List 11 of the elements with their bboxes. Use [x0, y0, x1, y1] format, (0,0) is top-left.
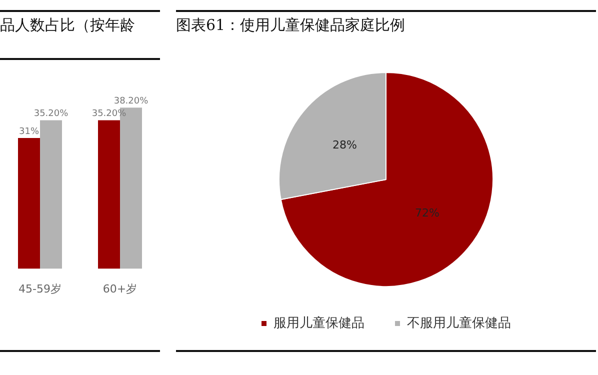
data-label: 31% — [18, 126, 40, 137]
legend-label: 服用儿童保健品 — [274, 314, 364, 331]
data-label: 28% — [332, 138, 358, 152]
legend-label: 不服用儿童保健品 — [407, 314, 511, 331]
data-label: 72% — [414, 206, 440, 220]
x-tick-label: 60+岁 — [102, 282, 138, 296]
chart-title: 图表61：使用儿童保健品家庭比例 — [176, 16, 406, 34]
chart-title: 品人数占比（按年龄 — [0, 16, 135, 34]
data-label: 35.20% — [34, 109, 69, 120]
data-label: 38.20% — [114, 96, 149, 106]
x-tick-label: 45-59岁 — [18, 282, 62, 296]
